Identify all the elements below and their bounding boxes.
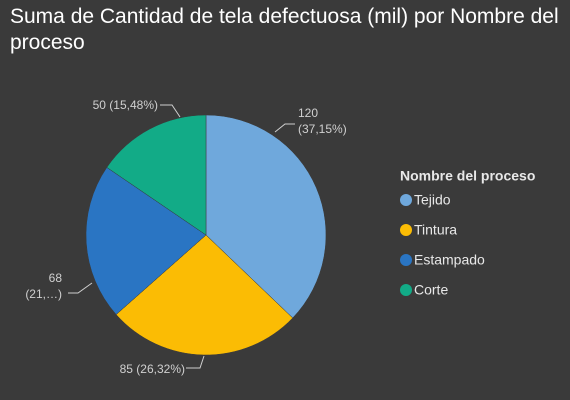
- data-label: 120 (37,15%): [298, 106, 347, 136]
- legend-swatch: [400, 284, 412, 296]
- legend-label: Estampado: [414, 252, 485, 268]
- leader-line: [186, 355, 205, 369]
- leader-line: [160, 104, 181, 118]
- legend-swatch: [400, 254, 412, 266]
- pie-slice: [106, 114, 207, 236]
- leader-line: [68, 282, 93, 294]
- legend-swatch: [400, 194, 412, 206]
- legend-label: Tejido: [414, 192, 451, 208]
- pie-slice: [205, 114, 327, 319]
- chart-title: Suma de Cantidad de tela defectuosa (mil…: [10, 5, 559, 54]
- pie-slice: [85, 167, 207, 315]
- legend-swatch: [400, 224, 412, 236]
- legend-label: Tintura: [414, 222, 457, 238]
- pie-slice: [115, 234, 294, 356]
- leader-line: [274, 123, 295, 133]
- legend-title: Nombre del proceso: [400, 168, 535, 184]
- data-label: 68 (21,…): [25, 271, 62, 301]
- data-label: 50 (15,48%): [92, 98, 158, 112]
- legend-label: Corte: [414, 282, 448, 298]
- data-label: 85 (26,32%): [119, 362, 185, 376]
